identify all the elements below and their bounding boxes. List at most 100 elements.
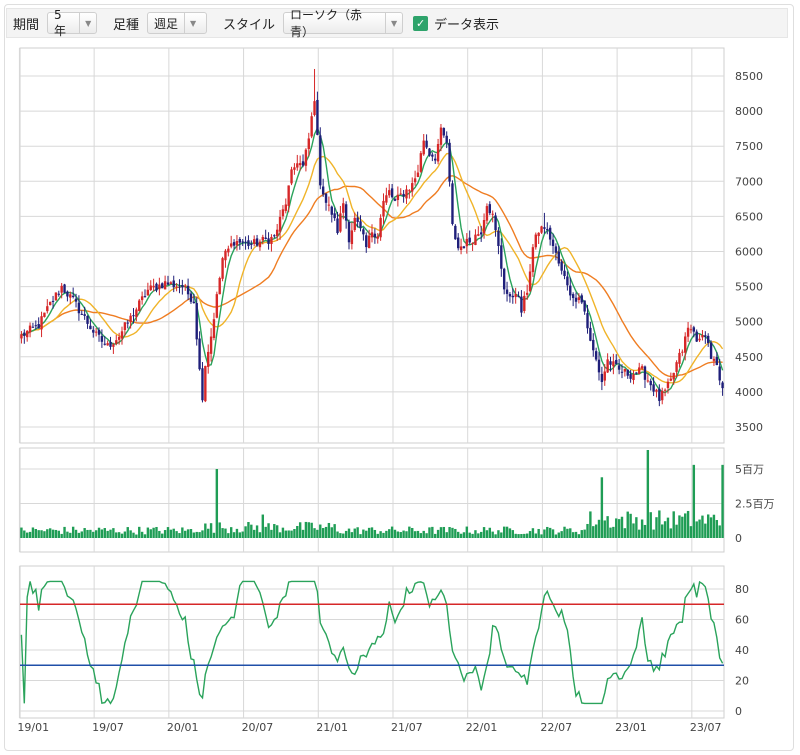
volume-bar [597,519,601,538]
candle-body [149,285,152,291]
candle-body [457,237,460,249]
volume-bar [586,523,589,538]
candle-body [434,158,437,161]
volume-bar [356,527,359,538]
volume-bar [445,532,448,538]
candle-body [204,365,207,402]
candle-body [370,232,374,238]
volume-bar [706,514,710,538]
volume-bar [468,532,471,538]
panel-frame [19,47,725,444]
volume-bar [379,531,382,538]
candle-body [422,140,425,155]
volume-bar [321,528,325,538]
volume-bar [129,530,132,538]
style-select[interactable]: ローソク（赤青） ▼ [283,8,404,39]
volume-bar [195,531,198,538]
volume-bar [454,528,457,538]
volume-bar [686,510,690,538]
x-tick-label: 20/01 [167,721,199,734]
candle-body [184,285,187,287]
candle-body [672,372,675,380]
period-select[interactable]: 5年 ▼ [47,8,98,38]
volume-bar [138,526,141,538]
candle-body [40,316,43,330]
volume-bar [612,526,615,538]
candle-body [646,380,650,382]
period-label: 期間 [13,17,40,33]
candle-body [31,326,35,328]
volume-bar [34,529,38,538]
candle-body [718,366,721,381]
price-tick-label: 8000 [735,105,763,118]
volume-bar [74,529,78,538]
volume-bar [560,531,563,538]
candle-body [152,285,155,288]
candle-body [454,225,457,240]
candle-body [635,372,638,374]
volume-bar [491,531,494,538]
volume-bar [77,532,81,538]
candle-body [546,228,549,230]
candle-body [569,285,572,296]
volume-bar [505,526,509,538]
volume-bar [224,528,227,538]
volume-bar [451,527,454,538]
candle-body [508,294,512,297]
volume-bar [640,519,644,538]
candle-body [525,292,529,295]
candle-body [632,374,635,381]
candle-body [89,325,92,330]
candle-body [477,234,480,236]
candle-body [612,361,615,367]
volume-bar [571,532,575,538]
candle-body [350,230,354,245]
volume-bar [385,530,388,538]
candle-body [580,295,583,303]
candle-body [640,366,644,369]
volume-bar [307,522,310,538]
candle-body [290,169,293,184]
volume-bar [264,526,267,538]
volume-bar [422,530,425,538]
candle-body [399,193,402,195]
candle-body [623,368,627,372]
volume-bar [100,529,104,538]
volume-bar [109,529,112,538]
volume-bar [273,524,276,538]
volume-bar [57,530,60,538]
candle-body [172,280,175,288]
rsi-tick-label: 0 [735,705,742,718]
volume-bar [617,519,621,538]
volume-bar [281,527,285,538]
candle-body [517,296,520,298]
volume-bar [284,530,287,538]
candle-body [20,334,23,339]
candle-body [221,258,224,279]
candle-body [615,359,618,364]
candle-body [342,203,345,213]
candle-body [511,295,514,298]
toolbar: 期間 5年 ▼ 足種 週足 ▼ スタイル ローソク（赤青） ▼ ✓ データ表示 [6,8,788,39]
candle-body [112,344,115,347]
candle-body [681,351,684,353]
candle-body [577,297,581,300]
footshape-select[interactable]: 週足 ▼ [147,12,208,34]
price-tick-label: 8500 [735,70,763,83]
candle-body [408,190,411,192]
volume-bar [534,533,537,538]
candle-body [520,296,523,313]
volume-bar [235,528,239,538]
candle-body [479,232,483,235]
price-tick-label: 5500 [735,281,763,294]
candle-body [402,193,405,197]
candle-body [313,101,316,116]
candle-body [51,300,55,302]
volume-bar [497,530,500,538]
candle-body [235,241,239,246]
candle-body [629,374,632,379]
volume-bar [626,511,629,538]
chevron-down-icon: ▼ [79,13,96,33]
data-display-checkbox[interactable]: ✓ [413,15,429,31]
volume-bar [103,528,106,538]
